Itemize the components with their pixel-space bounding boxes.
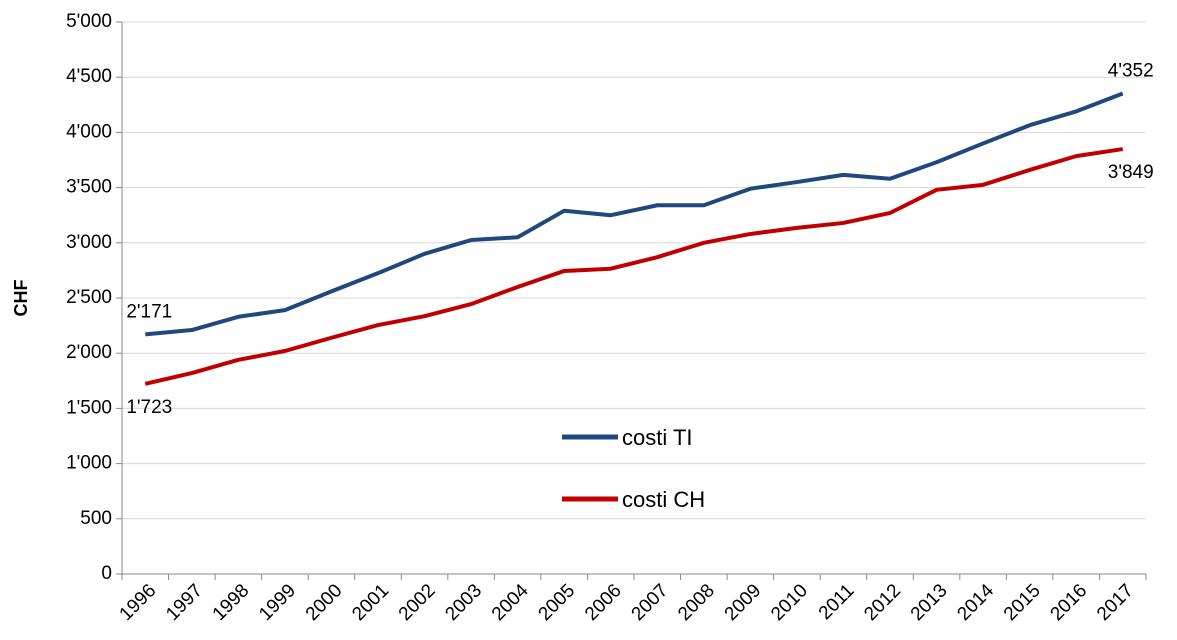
series-line <box>145 91 1124 337</box>
x-tick-label: 2014 <box>953 580 998 625</box>
x-tick-label: 1997 <box>162 580 207 625</box>
y-tick-label: 500 <box>80 508 112 529</box>
x-tick-label: 2006 <box>581 580 626 625</box>
x-tick-label: 2008 <box>674 580 719 625</box>
x-tick-label: 2003 <box>441 580 486 625</box>
x-tick-label: 1996 <box>116 580 161 625</box>
y-tick-label: 1'500 <box>66 397 112 418</box>
legend-label: costi TI <box>622 425 693 450</box>
y-tick-label: 4'000 <box>66 121 112 142</box>
data-label: 1'723 <box>126 397 172 418</box>
y-tick-label: 2'500 <box>66 287 112 308</box>
x-tick-label: 2013 <box>907 580 952 625</box>
x-tick-label: 2011 <box>815 580 859 624</box>
y-tick-label: 2'000 <box>66 342 112 363</box>
data-label: 2'171 <box>126 301 172 322</box>
y-tick-label: 1'000 <box>66 453 112 474</box>
x-tick-label: 2001 <box>348 580 393 625</box>
x-tick-label: 2000 <box>302 580 347 625</box>
y-axis-label: CHF <box>11 280 31 317</box>
x-tick-label: 2015 <box>1000 580 1045 625</box>
legend-label: costi CH <box>622 487 705 512</box>
x-tick-label: 2004 <box>488 580 533 625</box>
y-tick-label: 5'000 <box>66 11 112 32</box>
series-line <box>144 147 1124 386</box>
y-tick-label: 0 <box>101 563 112 584</box>
x-tick-label: 2010 <box>767 580 812 625</box>
data-label: 4'352 <box>1108 61 1154 82</box>
x-tick-label: 2002 <box>395 580 440 625</box>
x-tick-label: 2012 <box>860 580 905 625</box>
x-tick-label: 2009 <box>721 580 766 625</box>
x-tick-label: 2007 <box>628 580 673 625</box>
y-tick-label: 3'000 <box>66 232 112 253</box>
data-label: 3'849 <box>1108 162 1154 183</box>
y-tick-label: 4'500 <box>66 66 112 87</box>
x-tick-label: 1998 <box>209 580 254 625</box>
x-tick-label: 2005 <box>535 580 580 625</box>
x-tick-label: 1999 <box>255 580 300 625</box>
y-tick-label: 3'500 <box>66 177 112 198</box>
x-tick-label: 2016 <box>1047 580 1092 625</box>
x-tick-label: 2017 <box>1093 580 1138 625</box>
